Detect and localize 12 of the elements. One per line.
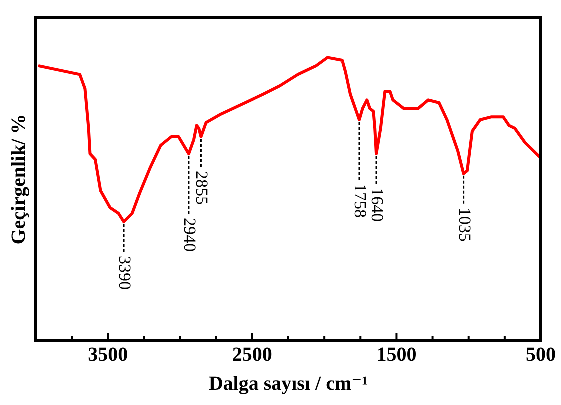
x-tick-label: 500 — [526, 344, 556, 366]
annotation: 1758 — [351, 184, 370, 218]
x-tick-label: 2500 — [232, 344, 272, 366]
annotation: 1035 — [455, 208, 474, 242]
x-axis-title: Dalga sayısı / cm⁻¹ — [208, 373, 368, 396]
y-axis-title: Geçirgenlik/ % — [8, 114, 30, 245]
annotation: 2940 — [180, 218, 200, 252]
annotation: 2855 — [192, 171, 212, 205]
annotation: 1640 — [368, 188, 388, 222]
annotation: 3390 — [116, 256, 135, 290]
x-tick-label: 3500 — [88, 344, 128, 366]
x-tick-label: 1500 — [376, 344, 417, 366]
